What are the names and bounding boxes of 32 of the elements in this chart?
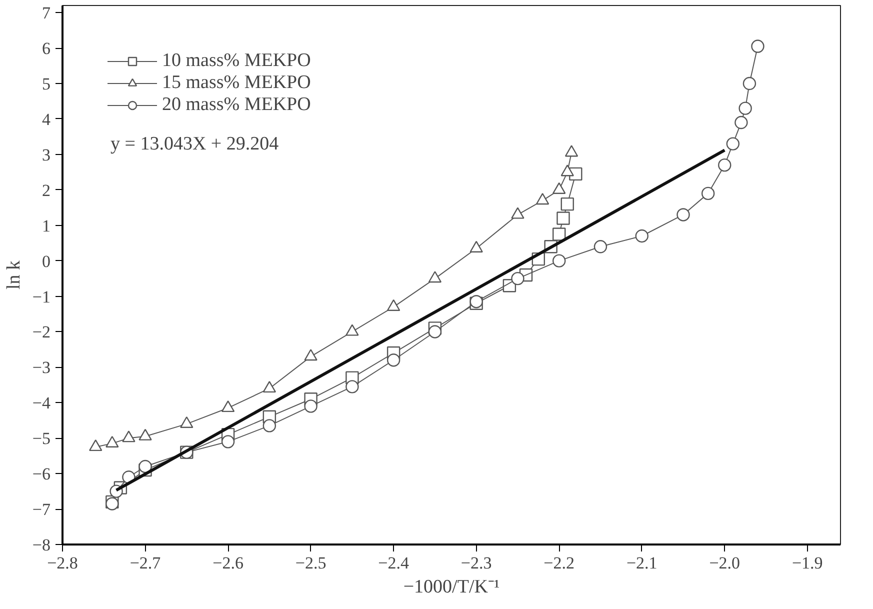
x-tick-label: −2.2: [544, 554, 575, 572]
y-tick-label: −2: [32, 322, 51, 342]
x-axis-title: −1000/T/K⁻¹: [403, 576, 500, 598]
y-tick-label: 4: [42, 110, 51, 129]
x-tick-label: −2.1: [626, 554, 658, 572]
x-tick-label: −1.9: [792, 554, 823, 572]
y-tick-label: 2: [42, 180, 50, 200]
y-tick-label: −7: [32, 500, 51, 520]
legend-label: 15 mass% MEKPO: [162, 72, 311, 94]
y-tick-label: −6: [32, 464, 51, 484]
legend-label: 10 mass% MEKPO: [162, 50, 311, 72]
y-axis-title: ln k: [3, 260, 24, 290]
x-tick-label: −2.6: [212, 554, 244, 572]
legend-label: 20 mass% MEKPO: [162, 94, 311, 116]
y-tick-label: −1: [32, 287, 51, 306]
x-tick-label: −2.0: [709, 554, 740, 572]
y-tick-label: −3: [32, 358, 51, 378]
y-tick-label: 7: [42, 4, 51, 23]
y-tick-label: 3: [42, 145, 50, 164]
y-tick-label: −5: [32, 429, 51, 448]
x-tick-label: −2.3: [460, 554, 492, 572]
y-tick-label: −4: [32, 394, 51, 413]
x-tick-label: −2.8: [47, 554, 78, 572]
y-tick-label: 0: [42, 252, 50, 271]
x-tick-label: −2.5: [295, 554, 326, 572]
y-tick-label: −8: [32, 536, 51, 554]
annotation: y = 13.043X + 29.204: [110, 134, 280, 154]
x-tick-label: −2.4: [378, 554, 410, 572]
x-tick-label: −2.7: [130, 554, 162, 572]
y-tick-label: 5: [42, 74, 50, 94]
y-tick-label: 6: [42, 39, 50, 58]
y-tick-label: 1: [42, 216, 50, 236]
